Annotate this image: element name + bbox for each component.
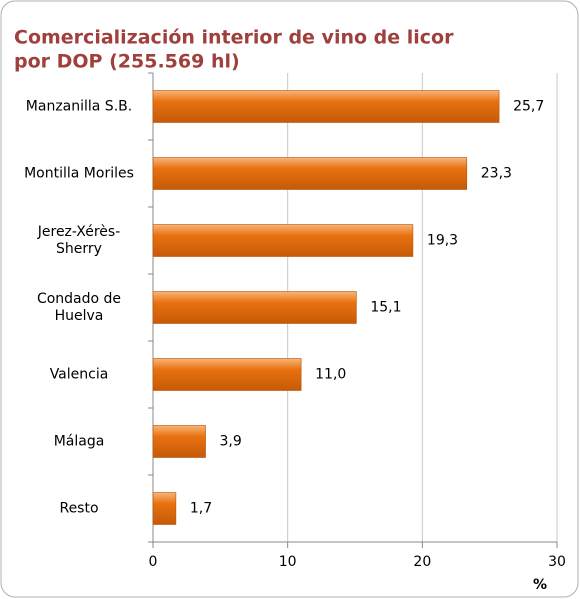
bar bbox=[152, 291, 357, 324]
x-tick-label: 0 bbox=[149, 554, 158, 570]
y-tick-label: Condado de Huelva bbox=[36, 290, 122, 324]
data-label: 1,7 bbox=[190, 501, 212, 517]
y-tick-label: Jerez-Xérès-Sherry bbox=[37, 223, 121, 257]
chart-title: Comercialización interior de vino de lic… bbox=[14, 27, 454, 49]
x-tick-label: 10 bbox=[279, 554, 297, 570]
bar bbox=[152, 425, 206, 458]
data-label: 23,3 bbox=[481, 166, 512, 182]
bar bbox=[152, 358, 302, 391]
y-tick-label: Resto bbox=[59, 500, 99, 516]
bar bbox=[152, 224, 414, 257]
y-tick-label: Valencia bbox=[49, 366, 109, 382]
y-tick-label: Málaga bbox=[53, 433, 105, 449]
data-label: 3,9 bbox=[220, 434, 242, 450]
data-label: 15,1 bbox=[370, 300, 401, 316]
x-tick-label: 20 bbox=[413, 554, 431, 570]
bar bbox=[152, 492, 177, 525]
x-axis-label: % bbox=[533, 577, 547, 593]
bar bbox=[152, 157, 468, 190]
chart-title: por DOP (255.569 hl) bbox=[14, 51, 240, 73]
x-tick-label: 30 bbox=[548, 554, 566, 570]
data-label: 11,0 bbox=[315, 367, 346, 383]
data-label: 25,7 bbox=[513, 99, 544, 115]
bar bbox=[152, 90, 500, 123]
y-tick-label: Montilla Moriles bbox=[24, 165, 134, 181]
data-label: 19,3 bbox=[427, 233, 458, 249]
y-tick-label: Manzanilla S.B. bbox=[25, 98, 133, 114]
